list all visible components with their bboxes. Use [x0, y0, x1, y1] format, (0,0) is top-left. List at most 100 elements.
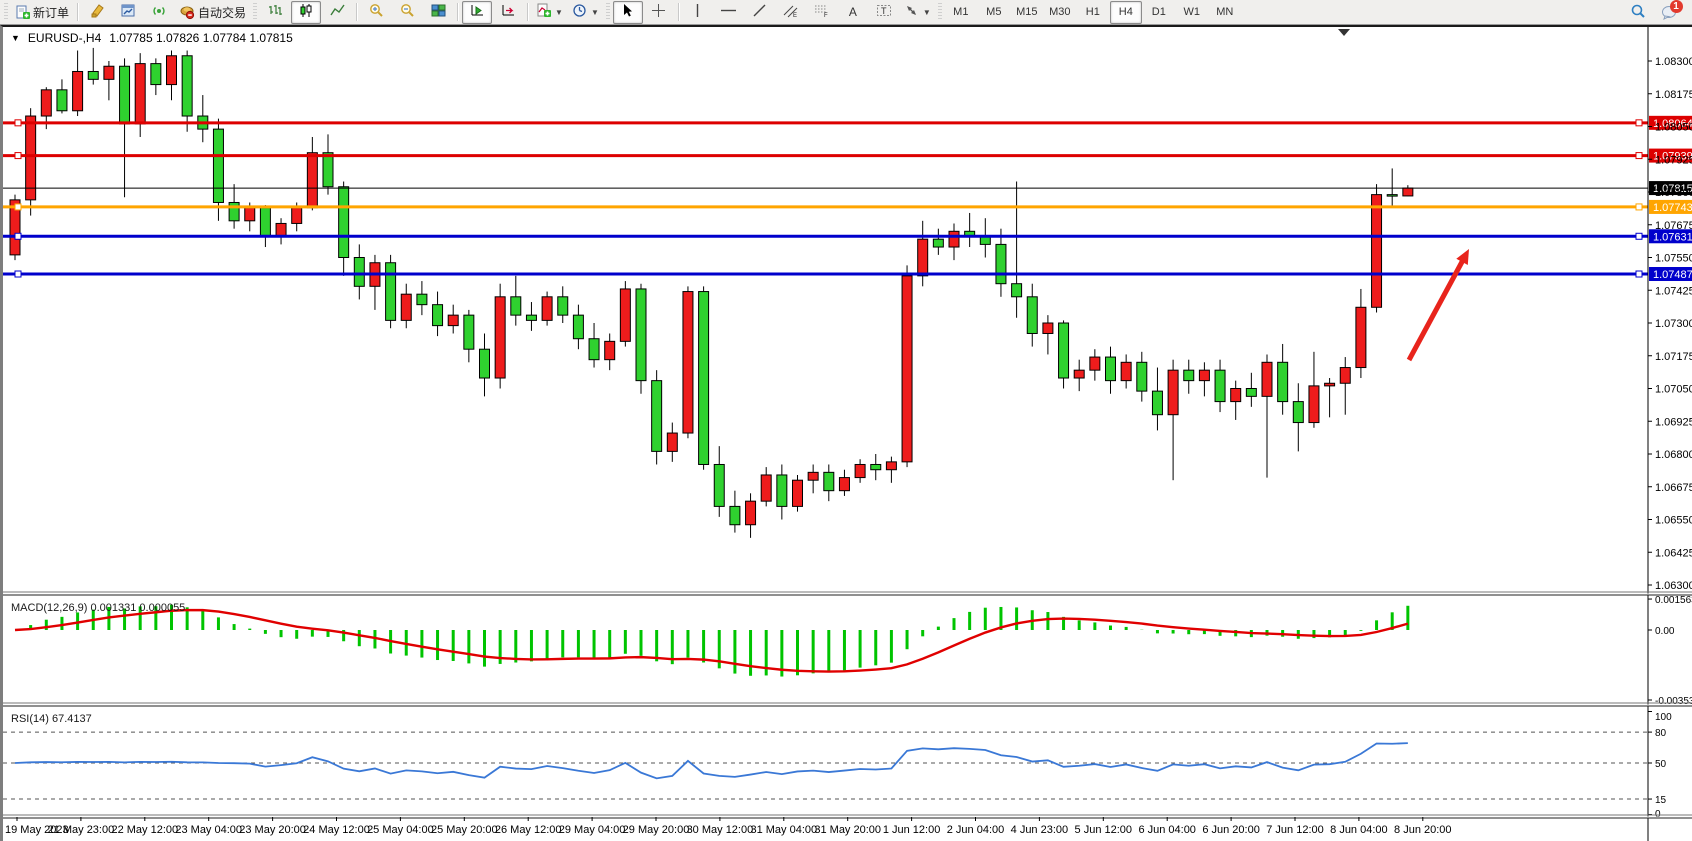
fibonacci-tool-button[interactable]: F: [807, 1, 837, 24]
candle-body: [9, 199, 21, 256]
cursor-tool-button[interactable]: [612, 0, 643, 24]
candlestick-button[interactable]: [291, 0, 322, 24]
indicators-button[interactable]: ▼: [532, 1, 567, 24]
notifications-button[interactable]: 1: [1654, 0, 1684, 24]
candle-body: [995, 243, 1007, 285]
candle-body: [917, 238, 929, 277]
candle-body: [760, 474, 772, 502]
time-tick-label: 29 May 04:00: [559, 824, 626, 836]
candle-body: [572, 314, 584, 340]
price-level-tag-text: 1.07939: [1653, 151, 1692, 163]
styles-button[interactable]: [82, 1, 112, 24]
candle-body: [1230, 388, 1242, 403]
price-time-axes[interactable]: 1.08300 1.08175 1.08050 1.07925 1.07800 1.076…: [3, 27, 1692, 841]
price-tick-label: 1.08050: [1655, 122, 1692, 134]
candle-body: [1058, 322, 1070, 379]
tf-m15-button[interactable]: M15: [1016, 6, 1038, 18]
trendline-tool-button[interactable]: [745, 1, 775, 24]
horizontal-level-lines[interactable]: 1.08064 1.07939 1.07815 1.07743 1.07631 1.074…: [3, 115, 1692, 282]
rsi-pane-label: RSI(14) 67.4137: [11, 713, 92, 725]
channel-tool-button[interactable]: E: [776, 1, 806, 24]
candle-body: [87, 70, 99, 80]
crosshair-tool-button[interactable]: [644, 1, 674, 24]
trend-arrow-annotation[interactable]: [1406, 249, 1469, 362]
crosshair-icon: [651, 3, 666, 21]
candle-body: [823, 471, 835, 492]
candle-body: [228, 201, 240, 222]
line-handle-right: [1635, 119, 1643, 127]
zoom-out-button[interactable]: [392, 1, 422, 24]
tf-d1-button[interactable]: D1: [1151, 6, 1166, 18]
trendline-icon: [752, 3, 767, 21]
vline-tool-button[interactable]: [683, 1, 713, 24]
candle-body: [40, 89, 52, 117]
rsi-indicator: 1008050150: [3, 711, 1672, 820]
svg-text:F: F: [824, 13, 828, 18]
chart-window[interactable]: 1.08064 1.07939 1.07815 1.07743 1.07631 1.074…: [0, 25, 1692, 841]
bar-chart-button[interactable]: [260, 1, 290, 24]
text-tool-button[interactable]: A: [838, 1, 868, 24]
tf-w1-button[interactable]: W1: [1183, 6, 1201, 18]
shapes-tool-button[interactable]: ▼: [900, 1, 935, 24]
candle-body: [713, 463, 725, 507]
collapse-triangle-icon[interactable]: ▼: [11, 33, 20, 43]
candle-body: [776, 474, 788, 507]
tf-m1-button[interactable]: M1: [953, 6, 969, 18]
autotrading-button[interactable]: 自动交易: [175, 1, 250, 24]
candle-body: [1011, 283, 1023, 298]
tf-h4-button[interactable]: H4: [1109, 0, 1142, 24]
zoom-in-button[interactable]: [361, 1, 391, 24]
candle-body: [1183, 369, 1195, 382]
time-tick-label: 7 Jun 12:00: [1266, 824, 1324, 836]
price-tick-label: 1.07675: [1655, 220, 1692, 232]
candle-body: [1355, 306, 1367, 369]
price-tick-label: 1.06925: [1655, 416, 1692, 428]
candle-body: [1089, 356, 1101, 371]
periods-button[interactable]: ▼: [568, 1, 603, 24]
cursor-icon: [621, 3, 634, 21]
candle-body: [479, 348, 490, 379]
chart-shift-button[interactable]: [493, 1, 523, 24]
price-level-tag: [1649, 181, 1692, 196]
macd-values: 0.001331 0.000055: [90, 602, 186, 614]
new-order-button[interactable]: 新订单: [11, 1, 73, 24]
vertical-line-icon: [692, 3, 703, 21]
macd-axis-label: -0.003536: [1655, 696, 1692, 707]
time-tick-label: 21 May 23:00: [48, 824, 115, 836]
chart-canvas[interactable]: 1.08064 1.07939 1.07815 1.07743 1.07631 1.074…: [3, 27, 1692, 841]
autoscroll-button[interactable]: [462, 0, 493, 24]
zoom-in-icon: [369, 3, 384, 21]
line-chart-button[interactable]: [322, 1, 352, 24]
tf-m30-button[interactable]: M30: [1049, 6, 1071, 18]
line-handle-left: [14, 232, 22, 240]
time-tick-label: 8 Jun 20:00: [1394, 824, 1452, 836]
candle-body: [1292, 401, 1304, 424]
tf-m5-button[interactable]: M5: [986, 6, 1002, 18]
search-button[interactable]: [1623, 1, 1653, 24]
candle-body: [494, 296, 506, 379]
candle-body: [682, 291, 694, 434]
horizontal-line-icon: [720, 3, 737, 21]
new-chart-button[interactable]: [113, 1, 143, 24]
macd-pane-label: MACD(12,26,9) 0.001331 0.000055: [11, 602, 185, 614]
tile-windows-button[interactable]: [423, 1, 453, 24]
time-tick-label: 4 Jun 23:00: [1011, 824, 1069, 836]
up-arrow-line[interactable]: [1406, 258, 1466, 362]
signals-button[interactable]: [144, 1, 174, 24]
label-tool-button[interactable]: T: [869, 1, 899, 24]
candle-body: [56, 89, 68, 112]
toolbar-grip[interactable]: [4, 3, 8, 21]
equidistant-channel-icon: E: [783, 3, 799, 21]
price-level-tag-text: 1.07631: [1653, 231, 1692, 243]
macd-axis-label: 0.00: [1655, 626, 1675, 637]
chevron-down-icon: ▼: [922, 7, 931, 17]
tf-h1-button[interactable]: H1: [1085, 6, 1100, 18]
time-tick-label: 19 May 2023: [5, 824, 69, 836]
tf-mn-button[interactable]: MN: [1216, 6, 1234, 18]
line-handle-left: [14, 270, 22, 278]
time-tick-label: 5 Jun 12:00: [1075, 824, 1133, 836]
hline-tool-button[interactable]: [714, 1, 744, 24]
fibonacci-icon: F: [814, 3, 830, 21]
candle-body: [588, 338, 600, 361]
chevron-down-icon: ▼: [555, 7, 563, 17]
